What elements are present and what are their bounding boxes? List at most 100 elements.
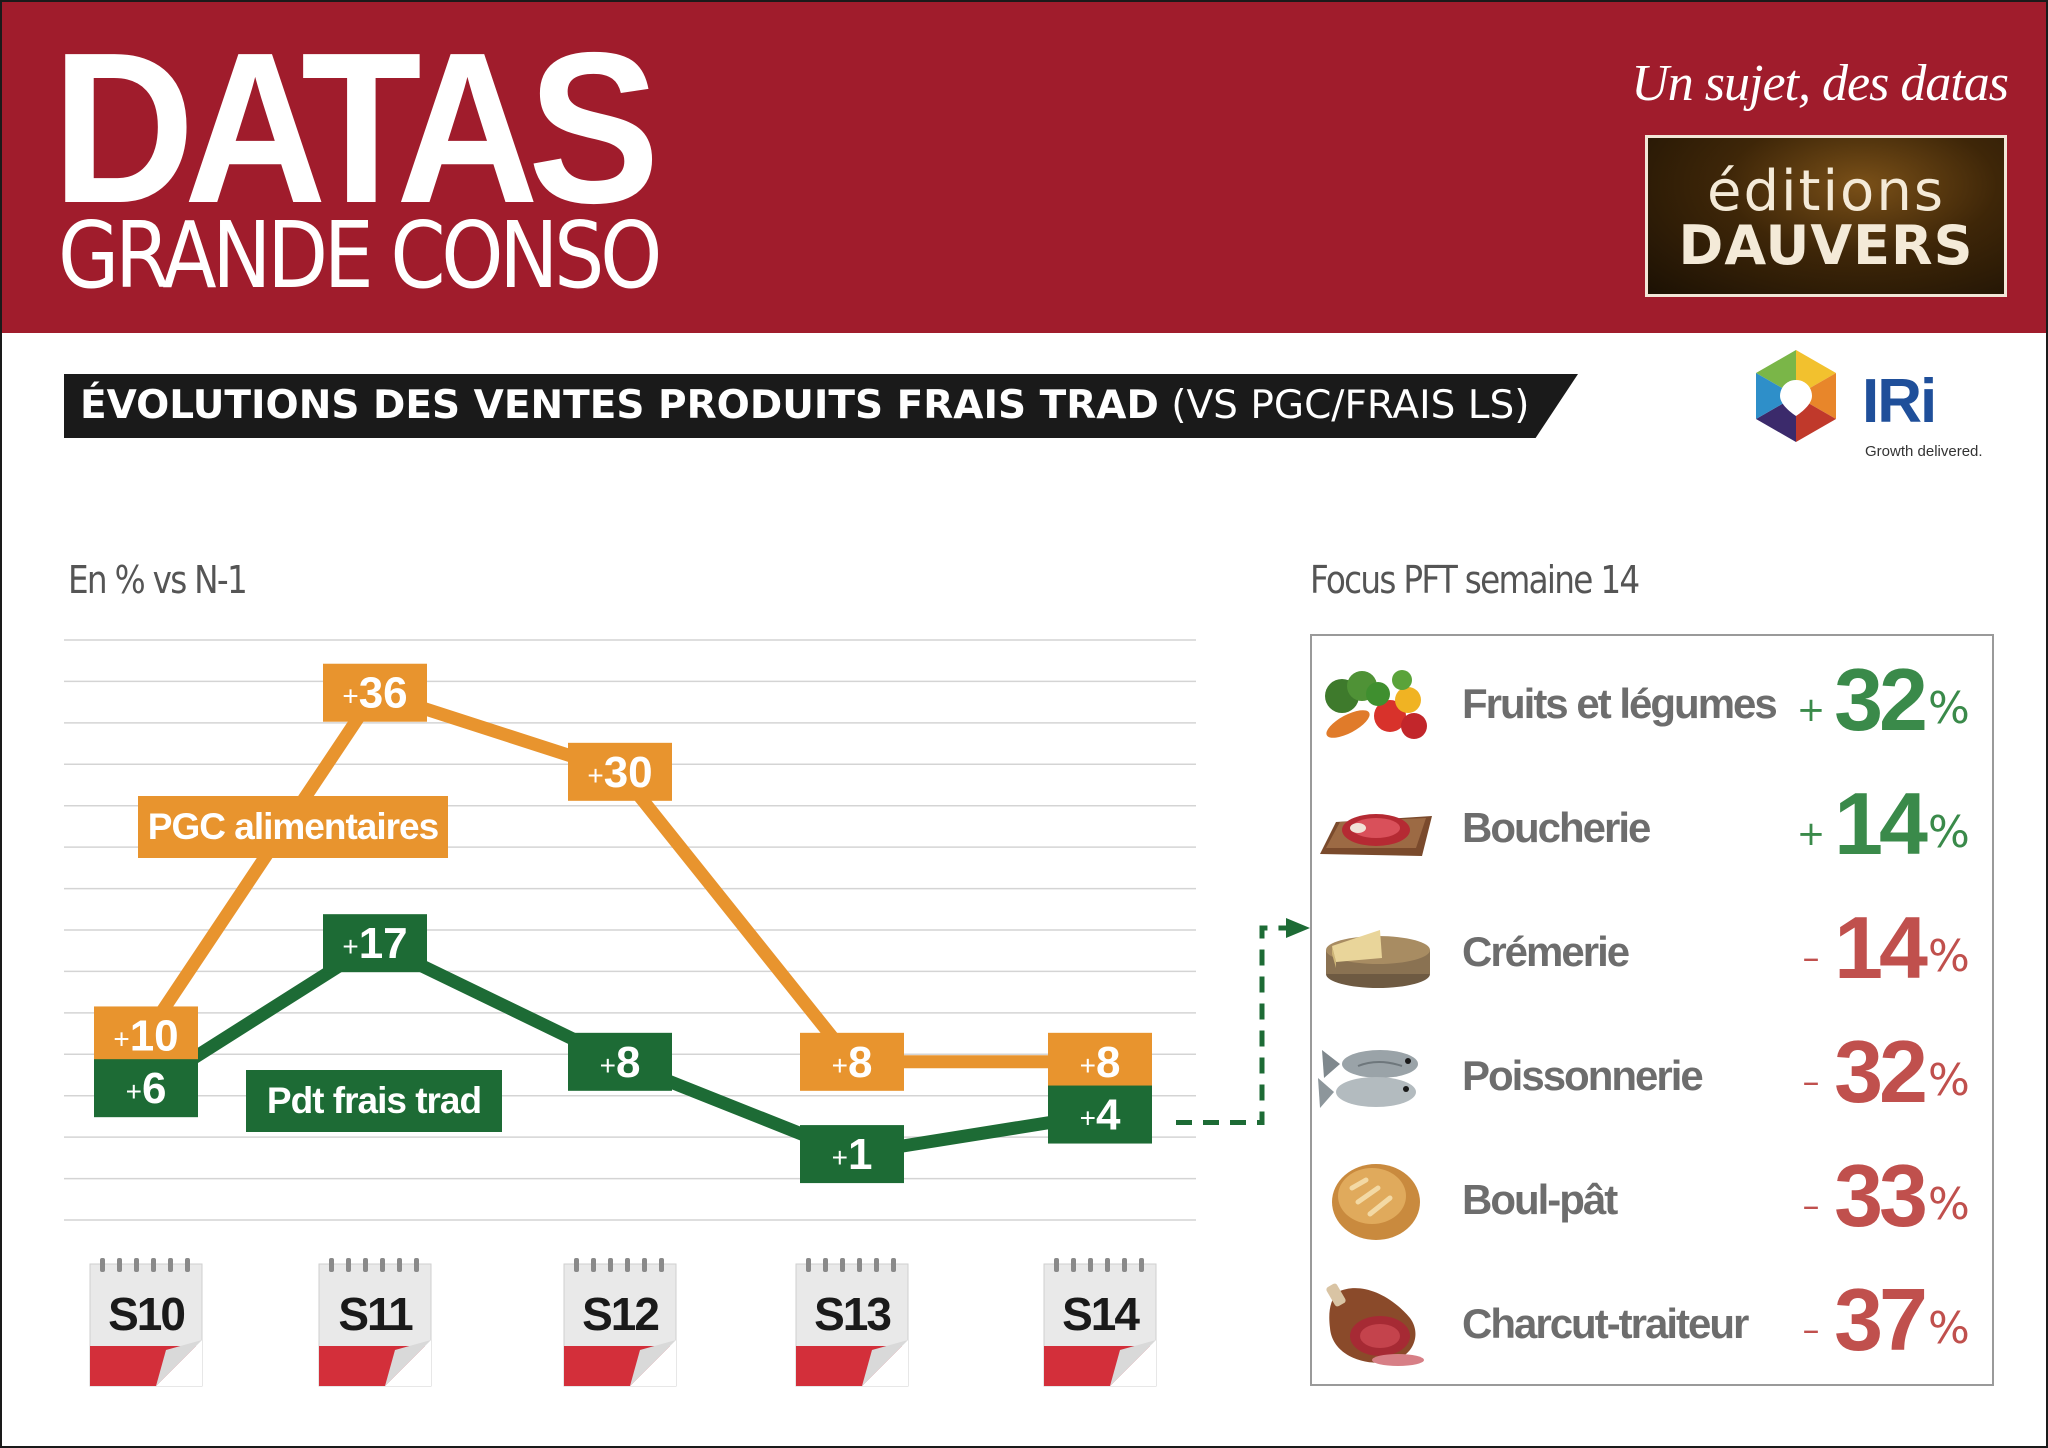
chart-x-axis: S10 S11 S12 S13 S14 xyxy=(89,1258,1157,1387)
calendar-ring xyxy=(1071,1258,1076,1272)
data-label-box xyxy=(94,1006,198,1065)
publisher-logo-line2: DAUVERS xyxy=(1678,214,1974,277)
data-label: +36 xyxy=(323,663,427,722)
publisher-logo: éditions DAUVERS xyxy=(1645,135,2007,297)
iri-tagline: Growth delivered. xyxy=(1865,443,1983,460)
calendar-ring xyxy=(608,1258,613,1272)
focus-change-unit: % xyxy=(1928,1055,1970,1106)
publisher-logo-line1: éditions xyxy=(1706,159,1945,224)
focus-category-name: Crémerie xyxy=(1462,928,1630,975)
ham-icon xyxy=(1318,1278,1434,1368)
focus-row: Fruits et légumes +32% xyxy=(1312,644,1992,768)
focus-change-value: 32 xyxy=(1834,1022,1928,1121)
data-label-text: +1 xyxy=(832,1130,873,1179)
x-tick-s10: S10 xyxy=(89,1258,203,1387)
calendar-ring xyxy=(1088,1258,1093,1272)
y-axis-unit-label: En % vs N-1 xyxy=(68,558,248,602)
x-tick-s14: S14 xyxy=(1043,1258,1157,1387)
data-label: +10 xyxy=(94,1006,198,1065)
data-label-text: +10 xyxy=(113,1011,178,1060)
chart-title-banner: ÉVOLUTIONS DES VENTES PRODUITS FRAIS TRA… xyxy=(64,374,1578,438)
calendar-ring xyxy=(168,1258,173,1272)
data-label: +8 xyxy=(568,1032,672,1091)
calendar-page-curl-shadow xyxy=(630,1340,676,1386)
calendar-ring xyxy=(659,1258,664,1272)
calendar-ring xyxy=(891,1258,896,1272)
chart-title-main: ÉVOLUTIONS DES VENTES PRODUITS FRAIS TRA… xyxy=(80,383,1159,428)
calendar-ring xyxy=(397,1258,402,1272)
calendar-ring xyxy=(346,1258,351,1272)
focus-panel: Fruits et légumes +32% Boucherie +14% Crémer… xyxy=(1310,634,1994,1386)
chart-gridlines xyxy=(64,639,1196,1221)
focus-change-sign: – xyxy=(1802,1186,1820,1226)
focus-change-unit: % xyxy=(1928,807,1970,858)
x-tick-s12: S12 xyxy=(563,1258,677,1387)
vegetables-icon xyxy=(1318,658,1434,748)
data-label-text: +6 xyxy=(126,1064,167,1113)
bread-icon xyxy=(1318,1154,1434,1244)
data-label-text: +4 xyxy=(1080,1091,1121,1140)
calendar-page-curl-shadow xyxy=(385,1340,431,1386)
focus-category-name: Fruits et légumes xyxy=(1462,680,1778,727)
calendar-ring xyxy=(857,1258,862,1272)
series-tag-pgc: PGC alimentaires xyxy=(138,796,448,858)
cheese-icon xyxy=(1318,906,1434,996)
iri-wordmark: IRi xyxy=(1862,367,1937,436)
focus-panel-title: Focus PFT semaine 14 xyxy=(1310,558,1640,602)
header-tagline: Un sujet, des datas xyxy=(1631,55,2009,112)
data-label-box xyxy=(568,1032,672,1091)
data-label-box xyxy=(323,914,427,973)
focus-category-name: Charcut-traiteur xyxy=(1462,1300,1749,1347)
calendar-ring xyxy=(642,1258,647,1272)
calendar-page-curl-shadow xyxy=(156,1340,202,1386)
focus-category-name: Boucherie xyxy=(1462,804,1651,851)
focus-change-value: 37 xyxy=(1834,1270,1928,1369)
calendar-page-curl-shadow xyxy=(1110,1340,1156,1386)
calendar-ring xyxy=(806,1258,811,1272)
data-label: +1 xyxy=(800,1125,904,1184)
data-label-box xyxy=(800,1032,904,1091)
focus-row: Charcut-traiteur –37% xyxy=(1312,1264,1992,1388)
data-label: +8 xyxy=(800,1032,904,1091)
calendar-ring xyxy=(1054,1258,1059,1272)
data-label-box xyxy=(800,1125,904,1184)
calendar-ring xyxy=(625,1258,630,1272)
data-label-text: +8 xyxy=(600,1038,641,1087)
focus-change-unit: % xyxy=(1928,683,1970,734)
fish-icon xyxy=(1318,1030,1434,1120)
focus-change-unit: % xyxy=(1928,1303,1970,1354)
focus-change-sign: + xyxy=(1796,690,1826,730)
calendar-ring xyxy=(363,1258,368,1272)
x-tick-label: S13 xyxy=(814,1288,890,1340)
calendar-ring xyxy=(414,1258,419,1272)
brand-subtitle: GRANDE CONSO xyxy=(58,202,662,309)
focus-change-sign: – xyxy=(1802,1062,1820,1102)
x-tick-s11: S11 xyxy=(318,1258,432,1387)
data-label: +6 xyxy=(94,1059,198,1118)
focus-category-name: Boul-pât xyxy=(1462,1176,1618,1223)
focus-change-value: 14 xyxy=(1834,898,1928,997)
data-label-box xyxy=(1048,1085,1152,1144)
data-label-box xyxy=(568,742,672,801)
meat-icon xyxy=(1318,782,1434,872)
focus-change-unit: % xyxy=(1928,1179,1970,1230)
focus-change-value: 14 xyxy=(1834,774,1928,873)
brand-title: DATAS xyxy=(52,7,660,248)
focus-row: Boucherie +14% xyxy=(1312,768,1992,892)
x-tick-s13: S13 xyxy=(795,1258,909,1387)
series-tag-pft: Pdt frais trad xyxy=(246,1070,502,1132)
calendar-page-curl-shadow xyxy=(862,1340,908,1386)
calendar-ring xyxy=(134,1258,139,1272)
data-label-text: +30 xyxy=(587,748,652,797)
connector-line xyxy=(1176,925,1294,1126)
calendar-ring xyxy=(100,1258,105,1272)
chart-title: ÉVOLUTIONS DES VENTES PRODUITS FRAIS TRA… xyxy=(80,374,1529,438)
focus-change-unit: % xyxy=(1928,931,1970,982)
data-label-text: +8 xyxy=(1080,1038,1121,1087)
data-label-text: +17 xyxy=(342,919,407,968)
data-label-text: +36 xyxy=(342,669,407,718)
calendar-ring xyxy=(1122,1258,1127,1272)
data-label-box xyxy=(94,1059,198,1118)
